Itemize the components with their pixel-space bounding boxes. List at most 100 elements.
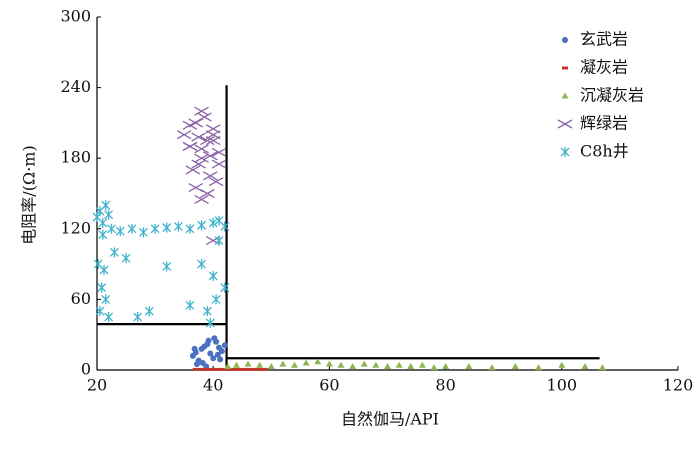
point xyxy=(218,348,225,355)
point xyxy=(227,367,234,371)
point xyxy=(302,359,310,366)
point xyxy=(95,306,105,317)
point xyxy=(214,235,224,246)
point xyxy=(250,367,257,371)
point xyxy=(162,222,172,233)
point xyxy=(194,106,209,116)
point xyxy=(535,364,543,371)
point xyxy=(279,360,287,367)
point xyxy=(211,294,221,305)
y-tick-label: 180 xyxy=(60,148,91,167)
point xyxy=(197,259,207,270)
point xyxy=(207,350,214,357)
point xyxy=(173,221,183,232)
point xyxy=(558,361,566,368)
point xyxy=(465,362,473,369)
point xyxy=(244,360,252,367)
point xyxy=(185,165,201,175)
point xyxy=(360,360,368,367)
point xyxy=(194,153,209,163)
point xyxy=(262,367,269,371)
point xyxy=(221,342,228,349)
point xyxy=(291,361,299,368)
point xyxy=(109,247,119,258)
point xyxy=(208,177,224,187)
point xyxy=(208,217,218,228)
point xyxy=(233,367,240,371)
point xyxy=(208,270,218,281)
point xyxy=(239,367,246,371)
y-tick-label: 0 xyxy=(81,360,91,379)
point xyxy=(144,306,154,317)
point xyxy=(205,337,212,344)
point xyxy=(224,362,232,369)
point xyxy=(191,132,206,142)
point xyxy=(139,227,148,238)
point xyxy=(220,221,230,232)
point xyxy=(121,253,131,264)
point xyxy=(191,345,198,352)
point xyxy=(598,364,606,371)
x-tick-label: 100 xyxy=(547,376,578,395)
point xyxy=(349,362,357,369)
y-tick-label: 240 xyxy=(60,77,91,96)
point xyxy=(115,226,125,237)
point xyxy=(197,112,212,122)
point xyxy=(205,317,215,328)
point xyxy=(188,183,204,193)
point xyxy=(210,367,217,371)
y-axis-label: 电阻率/(Ω·m) xyxy=(20,145,39,244)
point xyxy=(98,229,108,240)
point xyxy=(194,194,209,204)
point xyxy=(127,223,137,234)
point xyxy=(325,360,333,367)
point xyxy=(430,364,438,371)
point xyxy=(211,335,218,342)
legend-label: 沉凝灰岩 xyxy=(580,86,644,105)
point xyxy=(384,362,391,369)
point xyxy=(221,367,228,371)
legend-label: 玄武岩 xyxy=(580,30,628,49)
point xyxy=(211,147,227,157)
point xyxy=(162,261,172,272)
y-tick-label: 60 xyxy=(71,289,91,308)
point xyxy=(256,367,263,371)
x-tick-label: 60 xyxy=(319,376,339,395)
point xyxy=(194,144,209,154)
point xyxy=(205,236,221,246)
point xyxy=(395,361,403,368)
point xyxy=(191,159,206,169)
point xyxy=(104,209,114,220)
point xyxy=(182,141,198,151)
point xyxy=(210,355,217,362)
point xyxy=(101,200,111,211)
point xyxy=(205,135,221,146)
point xyxy=(204,367,211,371)
legend-marker xyxy=(561,92,569,99)
point xyxy=(256,361,264,368)
x-tick-label: 120 xyxy=(663,376,694,395)
legend-label: C8h井 xyxy=(580,142,629,161)
point xyxy=(104,312,114,323)
point xyxy=(211,159,227,169)
point xyxy=(185,300,195,311)
x-tick-label: 20 xyxy=(87,376,107,395)
point xyxy=(442,362,450,369)
point xyxy=(107,223,116,234)
point xyxy=(314,358,322,365)
point xyxy=(192,367,199,371)
point xyxy=(214,351,221,358)
point xyxy=(372,361,380,368)
y-tick-label: 300 xyxy=(60,7,91,26)
point xyxy=(245,367,252,371)
point xyxy=(488,364,496,371)
point xyxy=(200,188,215,199)
point xyxy=(101,294,111,305)
point xyxy=(197,220,207,231)
y-tick-label: 120 xyxy=(60,218,91,237)
legend-label: 辉绿岩 xyxy=(580,114,628,133)
point xyxy=(133,312,143,323)
point xyxy=(200,135,215,146)
point xyxy=(267,362,275,369)
